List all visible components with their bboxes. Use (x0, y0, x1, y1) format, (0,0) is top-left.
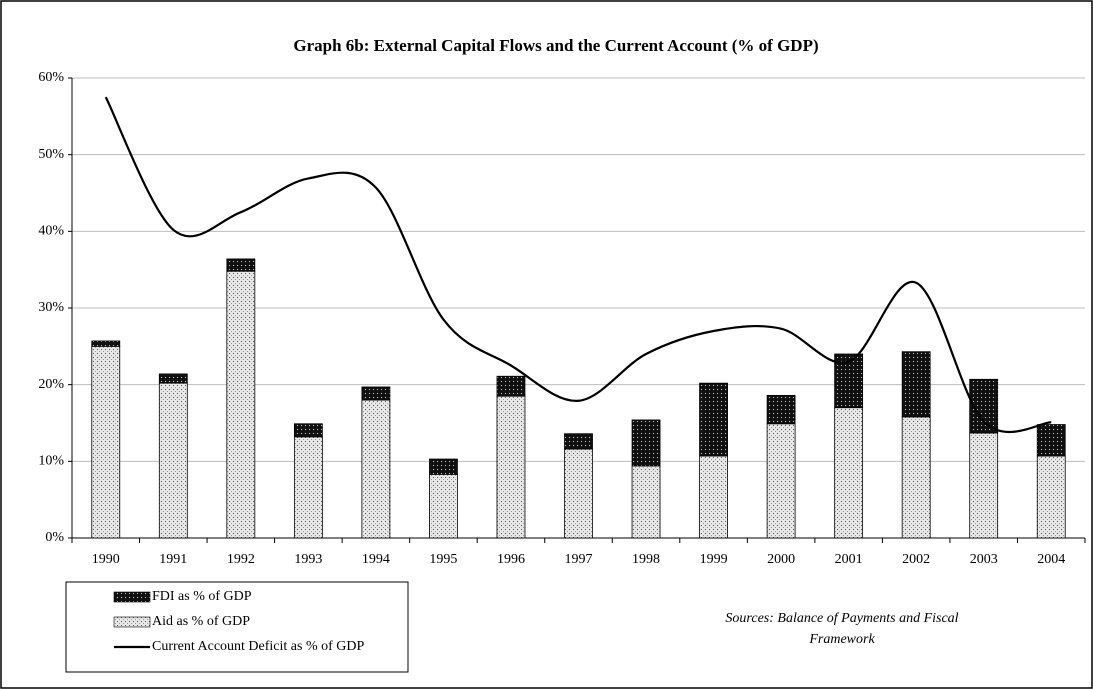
legend-swatch (113, 591, 151, 603)
x-tick-label: 1992 (227, 552, 255, 567)
bar (293, 436, 323, 539)
bar (564, 448, 593, 539)
x-tick-label: 1990 (92, 552, 120, 567)
bar (631, 465, 661, 539)
bar (699, 382, 728, 457)
bar (361, 386, 391, 401)
legend-swatch (113, 616, 151, 628)
x-tick-label: 1998 (632, 552, 660, 567)
y-tick-label: 0% (45, 530, 64, 545)
bar (429, 458, 458, 475)
y-tick-label: 60% (38, 70, 64, 85)
bar (496, 395, 526, 539)
legend-label: Aid as % of GDP (152, 614, 250, 629)
bar (766, 423, 796, 539)
bar (496, 375, 526, 397)
source-note: Framework (808, 632, 875, 647)
legend-label: Current Account Deficit as % of GDP (152, 639, 364, 654)
source-note: Sources: Balance of Payments and Fiscal (725, 611, 958, 626)
x-tick-label: 2002 (902, 552, 930, 567)
bar (361, 399, 391, 539)
x-tick-label: 1996 (497, 552, 525, 567)
y-tick-label: 40% (38, 224, 64, 239)
x-tick-label: 2003 (970, 552, 998, 567)
bar (631, 419, 661, 467)
x-tick-label: 1997 (565, 552, 593, 567)
x-tick-label: 1994 (362, 552, 390, 567)
bar (226, 270, 256, 539)
bar (699, 455, 728, 539)
bar (158, 373, 188, 384)
bar (564, 433, 593, 450)
x-tick-label: 1993 (294, 552, 322, 567)
legend-label: FDI as % of GDP (152, 589, 252, 604)
bar (429, 473, 458, 539)
bar (766, 394, 796, 425)
bar (834, 407, 864, 539)
bar (293, 423, 323, 438)
bar (158, 382, 188, 539)
bar (91, 345, 121, 539)
bar (901, 416, 931, 539)
x-tick-label: 2001 (835, 552, 863, 567)
x-tick-label: 1991 (159, 552, 187, 567)
bar (1036, 424, 1066, 457)
bar (91, 340, 121, 347)
x-tick-label: 1995 (429, 552, 457, 567)
y-tick-label: 30% (38, 300, 64, 315)
y-tick-label: 50% (38, 147, 64, 162)
bar (901, 351, 931, 418)
line (104, 96, 1052, 433)
chart-title: Graph 6b: External Capital Flows and the… (293, 36, 818, 55)
y-tick-label: 10% (38, 454, 64, 469)
bar (226, 258, 256, 272)
y-tick-label: 20% (38, 377, 64, 392)
bar (1036, 455, 1066, 539)
x-tick-label: 2000 (767, 552, 795, 567)
x-tick-label: 2004 (1037, 552, 1065, 567)
bar (969, 432, 999, 539)
x-tick-label: 1999 (700, 552, 728, 567)
